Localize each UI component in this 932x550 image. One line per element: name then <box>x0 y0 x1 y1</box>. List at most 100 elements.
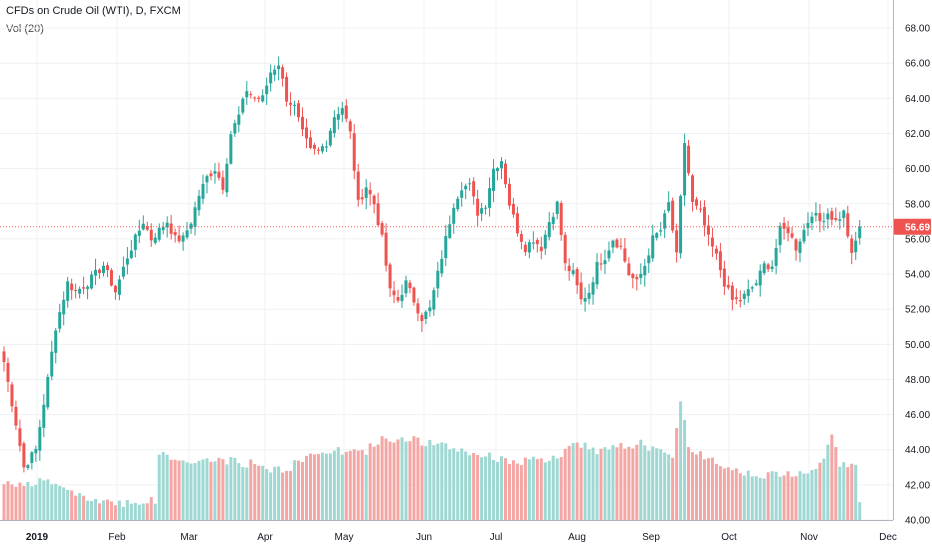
candle-body <box>484 207 488 209</box>
candle-body <box>6 362 10 382</box>
volume-bar <box>364 454 368 520</box>
candle-body <box>141 223 145 230</box>
candle-body <box>615 239 619 248</box>
candle-body <box>360 197 364 200</box>
candle-body <box>261 95 265 102</box>
volume-bar <box>400 437 404 520</box>
volume-bar <box>2 484 6 520</box>
candle-body <box>571 270 575 274</box>
candle-body <box>102 265 105 274</box>
volume-bar <box>507 463 511 520</box>
volume-bar <box>858 502 862 520</box>
candle-body <box>10 384 14 407</box>
candle-body <box>511 203 515 215</box>
price-axis[interactable]: 40.00 42.00 44.00 46.00 48.00 50.00 52.00 54.00… <box>905 24 930 527</box>
candle-body <box>706 225 710 235</box>
volume-bar <box>348 450 352 520</box>
candle-body <box>858 226 862 239</box>
volume-bar <box>113 505 117 520</box>
volume-bar <box>702 459 706 520</box>
candle-body <box>810 216 814 224</box>
volume-bar <box>826 444 830 520</box>
candle-body <box>503 163 507 185</box>
candle-body <box>392 290 396 296</box>
candle-body <box>655 233 659 238</box>
candle-body <box>547 222 551 238</box>
candle-body <box>352 133 356 171</box>
candle-body <box>137 230 141 236</box>
volume-bar <box>794 476 798 520</box>
candle-body <box>213 171 217 174</box>
volume-bar <box>436 443 440 520</box>
volume-bar <box>408 441 412 520</box>
candle-body <box>241 98 245 113</box>
candle-body <box>320 146 324 152</box>
time-axis[interactable]: 2019 Feb Mar Apr May Jun Jul Aug Sep Oct Nov Dec <box>26 532 897 543</box>
volume-bar <box>94 498 98 520</box>
volume-bar <box>372 446 376 520</box>
candle-body <box>249 94 253 96</box>
volume-bar <box>293 460 297 520</box>
volume-bar <box>420 445 424 520</box>
volume-bar <box>551 455 555 520</box>
volume-bar <box>695 454 699 520</box>
volume-bar <box>34 484 38 520</box>
volume-bar <box>511 460 515 520</box>
volume-bar <box>734 468 738 520</box>
candle-body <box>826 213 830 220</box>
volume-bar <box>830 434 834 520</box>
volume-bar <box>643 445 647 520</box>
volume-bar <box>607 449 611 520</box>
volume-bar <box>209 461 213 520</box>
candle-body <box>523 244 527 253</box>
time-tick-label: Jul <box>490 532 503 543</box>
volume-bar <box>245 467 249 520</box>
volume-bar <box>834 447 838 520</box>
volume-bar <box>404 441 408 520</box>
volume-bar <box>38 478 42 520</box>
candle-body <box>245 91 249 98</box>
candle-body <box>838 219 842 221</box>
candle-body <box>34 448 38 454</box>
volume-bar <box>149 497 153 520</box>
candle-body <box>105 265 109 271</box>
candle-body <box>818 213 822 222</box>
volume-bar <box>157 454 161 520</box>
candle-body <box>269 72 273 84</box>
candle-body <box>718 251 722 271</box>
candle-body <box>675 230 679 253</box>
candle-body <box>169 223 173 234</box>
price-tick-label: 60.00 <box>905 164 930 175</box>
candle-body <box>22 443 26 468</box>
candle-body <box>667 202 671 211</box>
volume-bar <box>798 471 802 520</box>
chart-legend-volume: Vol (20) <box>6 23 44 35</box>
volume-bar <box>82 495 86 520</box>
volume-bar <box>460 448 464 520</box>
volume-bar <box>555 458 559 520</box>
candle-body <box>74 290 78 292</box>
candle-body <box>197 195 201 211</box>
candle-body <box>364 187 368 198</box>
candle-body <box>468 183 472 185</box>
candle-body <box>237 114 241 125</box>
volume-bar <box>842 462 846 520</box>
candle-body <box>579 282 583 300</box>
volume-bar <box>185 462 189 520</box>
candle-body <box>687 145 691 174</box>
volume-bar <box>269 472 273 520</box>
volume-bar <box>492 459 496 520</box>
candle-body <box>70 283 74 291</box>
candle-body <box>50 351 54 377</box>
volume-bar <box>484 456 488 520</box>
candle-body <box>205 176 209 183</box>
volume-bar <box>384 438 388 520</box>
candle-body <box>316 149 320 151</box>
volume-bar <box>655 448 659 520</box>
candle-body <box>691 175 695 203</box>
volume-bar <box>74 495 78 520</box>
candle-body <box>492 168 496 192</box>
volume-bar <box>30 486 34 520</box>
volume-bar <box>635 444 639 520</box>
